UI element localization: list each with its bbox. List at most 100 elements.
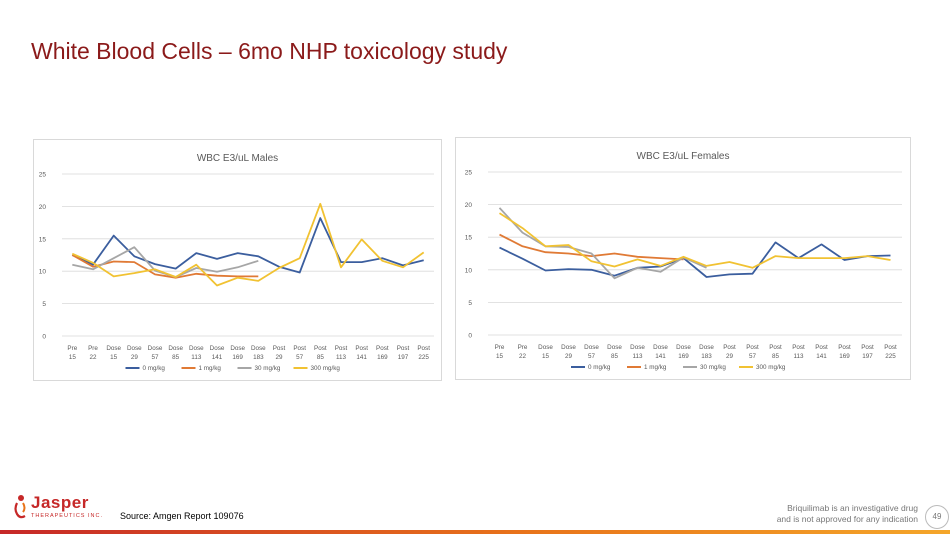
data-point (133, 272, 135, 274)
data-point (775, 241, 777, 243)
data-point (729, 273, 731, 275)
x-tick-label: Dose 57 (148, 345, 163, 361)
data-point (133, 246, 135, 248)
data-point (257, 280, 259, 282)
series-line-300-mg-kg (71, 202, 425, 287)
series-line-0-mg-kg (499, 241, 891, 278)
x-tick-label: Pre 22 (88, 345, 98, 361)
data-point (729, 261, 731, 263)
data-point (568, 244, 570, 246)
jasper-logo-icon (14, 495, 26, 519)
data-point (154, 273, 156, 275)
data-point (113, 257, 115, 259)
chart-title: WBC E3/uL Females (637, 151, 730, 162)
x-tick-label: Dose 183 (251, 345, 266, 361)
logo-tagline: THERAPEUTICS INC. (31, 513, 104, 519)
data-point (591, 260, 593, 262)
legend-label: 30 mg/kg (255, 365, 281, 372)
data-point (637, 258, 639, 260)
x-tick-label: Post 225 (884, 344, 897, 360)
data-point (775, 255, 777, 257)
x-tick-label: Post 197 (397, 345, 410, 361)
x-tick-label: Post 29 (273, 345, 286, 361)
data-point (821, 243, 823, 245)
data-point (319, 203, 321, 205)
legend-item: 30 mg/kg (237, 365, 281, 372)
x-tick-label: Post 169 (376, 345, 389, 361)
x-tick-label: Dose 29 (127, 345, 142, 361)
data-point (423, 259, 425, 261)
data-point (154, 263, 156, 265)
data-point (133, 261, 135, 263)
x-tick-label: Dose 141 (653, 344, 668, 360)
data-point (614, 266, 616, 268)
data-point (545, 245, 547, 247)
x-tick-label: Dose 113 (189, 345, 204, 361)
x-tick-label: Post 57 (746, 344, 759, 360)
legend-label: 300 mg/kg (311, 365, 341, 372)
series-line-300-mg-kg (499, 212, 891, 269)
footer-accent-bar (0, 530, 950, 534)
data-point (340, 266, 342, 268)
data-point (522, 258, 524, 260)
x-tick-label: Dose 57 (584, 344, 599, 360)
data-point (195, 267, 197, 269)
data-point (706, 267, 708, 269)
data-point (499, 212, 501, 214)
data-point (683, 256, 685, 258)
data-point (545, 251, 547, 253)
data-point (195, 252, 197, 254)
data-point (361, 238, 363, 240)
data-point (216, 284, 218, 286)
x-tick-label: Post 85 (769, 344, 782, 360)
data-point (113, 260, 115, 262)
data-point (660, 271, 662, 273)
x-tick-label: Post 141 (815, 344, 828, 360)
series-line-1-mg-kg (499, 233, 684, 261)
data-point (92, 268, 94, 270)
data-point (299, 257, 301, 259)
y-tick-label: 10 (465, 267, 473, 274)
x-tick-label: Pre 22 (518, 344, 528, 360)
data-point (257, 260, 259, 262)
data-point (195, 264, 197, 266)
chart-svg: WBC E3/uL Males 0 5 10 15 20 25 Pre 15 Pre 22 Dose 1… (39, 153, 434, 372)
data-point (299, 271, 301, 273)
data-point (522, 245, 524, 247)
data-point (614, 277, 616, 279)
y-tick-label: 10 (39, 269, 47, 276)
data-point (237, 252, 239, 254)
data-point (821, 257, 823, 259)
data-point (867, 255, 869, 257)
data-point (660, 257, 662, 259)
chart-title: WBC E3/uL Males (197, 153, 278, 164)
data-point (637, 267, 639, 269)
data-point (522, 232, 524, 234)
data-point (92, 262, 94, 264)
x-tick-label: Dose 85 (168, 345, 183, 361)
data-point (637, 256, 639, 258)
x-tick-label: Dose 29 (561, 344, 576, 360)
data-point (113, 275, 115, 277)
legend-item: 0 mg/kg (125, 365, 166, 372)
data-point (568, 268, 570, 270)
disclaimer-line-1: Briquilimab is an investigative drug (787, 503, 918, 513)
data-point (154, 268, 156, 270)
data-point (71, 253, 73, 255)
series-line-30-mg-kg (498, 207, 707, 280)
data-point (133, 255, 135, 257)
x-tick-label: Post 197 (861, 344, 874, 360)
legend-item: 1 mg/kg (181, 365, 221, 372)
data-point (402, 266, 404, 268)
series-line-0-mg-kg (71, 217, 424, 274)
legend-label: 0 mg/kg (143, 365, 166, 372)
x-tick-label: Post 169 (838, 344, 851, 360)
legend-label: 30 mg/kg (700, 364, 726, 371)
y-tick-label: 5 (468, 300, 472, 307)
x-tick-label: Dose 15 (106, 345, 121, 361)
data-point (195, 273, 197, 275)
y-tick-label: 0 (468, 333, 472, 340)
y-tick-label: 20 (39, 204, 47, 211)
legend-label: 300 mg/kg (756, 364, 786, 371)
data-point (175, 268, 177, 270)
